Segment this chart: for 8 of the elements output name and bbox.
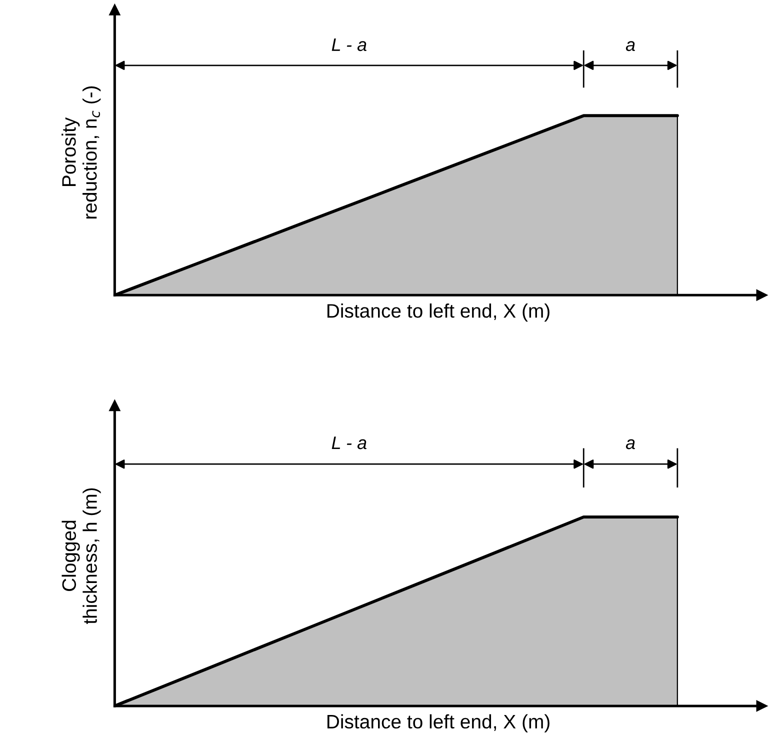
text: a <box>626 41 635 52</box>
y-axis-title: Porosity reduction, n$_{c}$ (-) <box>62 86 101 219</box>
text: L - a <box>332 436 366 450</box>
text: L - a <box>332 38 366 52</box>
text: a <box>626 439 635 450</box>
x-axis-title: Distance to left end, X (m) <box>327 714 550 732</box>
y-axis-title: Clogged thickness, h (m) <box>62 488 101 624</box>
x-axis-title: Distance to left end, X (m) <box>327 303 550 322</box>
